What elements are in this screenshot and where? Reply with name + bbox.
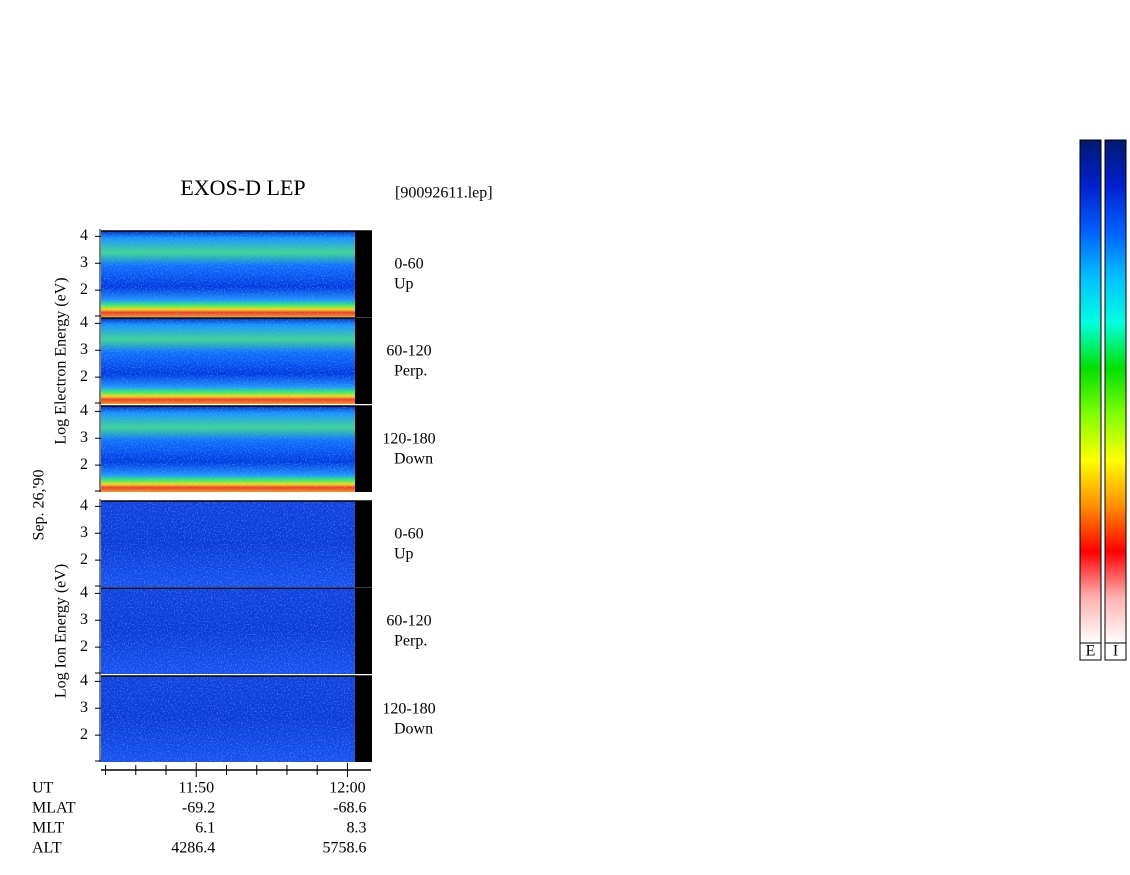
colorbar-label: I [1113, 643, 1118, 660]
y-tick-label: 3 [80, 611, 88, 628]
direction-label: Up [394, 546, 414, 563]
colorbar-label-box [1104, 642, 1127, 661]
angle-label: 120-180 [382, 431, 435, 448]
noise [101, 501, 355, 587]
y-axis-title: Log Electron Energy (eV) [53, 277, 70, 444]
y-axis-title: Log Ion Energy (eV) [53, 564, 70, 698]
y-tick-label: 4 [80, 497, 88, 514]
noise [101, 406, 355, 492]
ephemeris-label: UT [32, 780, 54, 797]
noise [101, 231, 355, 317]
ephemeris-value: 6.1 [195, 820, 215, 837]
chart-title: EXOS-D LEP [180, 175, 305, 200]
y-tick-label: 2 [80, 638, 88, 655]
y-tick-label: 3 [80, 429, 88, 446]
date: Sep. 26,'90 [31, 470, 48, 541]
colorbar-label: E [1086, 643, 1096, 660]
y-tick-label: 3 [80, 699, 88, 716]
noise [101, 676, 355, 762]
noise [101, 318, 355, 404]
data-gap [355, 501, 372, 587]
x-tick-label: 12:00 [329, 780, 365, 797]
x-tick-label: 11:50 [178, 780, 214, 797]
ephemeris-value: 4286.4 [171, 840, 215, 857]
y-tick-label: 2 [80, 368, 88, 385]
angle-label: 60-120 [386, 613, 431, 630]
y-tick-label: 3 [80, 341, 88, 358]
y-tick-label: 3 [80, 524, 88, 541]
noise [101, 588, 355, 674]
ephemeris-label: ALT [32, 840, 62, 857]
data-gap [355, 318, 372, 404]
y-tick-label: 2 [80, 551, 88, 568]
direction-label: Down [394, 721, 433, 738]
colorbar [1079, 139, 1102, 644]
ephemeris-value: 8.3 [346, 820, 366, 837]
y-tick-label: 2 [80, 456, 88, 473]
ephemeris-value: 5758.6 [322, 840, 366, 857]
data-gap [355, 231, 372, 317]
angle-label: 120-180 [382, 701, 435, 718]
y-tick-label: 4 [80, 227, 88, 244]
y-tick-label: 4 [80, 402, 88, 419]
y-tick-label: 4 [80, 584, 88, 601]
direction-label: Up [394, 276, 414, 293]
y-tick-label: 4 [80, 672, 88, 689]
file-name: [90092611.lep] [395, 185, 493, 202]
angle-label: 60-120 [386, 343, 431, 360]
y-tick-label: 3 [80, 254, 88, 271]
y-tick-label: 4 [80, 314, 88, 331]
angle-label: 0-60 [394, 256, 423, 273]
colorbar [1104, 139, 1127, 644]
data-gap [355, 406, 372, 492]
data-gap [355, 676, 372, 762]
direction-label: Down [394, 451, 433, 468]
ephemeris-label: MLAT [32, 800, 76, 817]
ephemeris-value: -69.2 [182, 800, 215, 817]
data-gap [355, 588, 372, 674]
direction-label: Perp. [394, 363, 427, 380]
ephemeris-value: -68.6 [333, 800, 366, 817]
colorbar-label-box [1079, 642, 1102, 661]
ephemeris-label: MLT [32, 820, 65, 837]
angle-label: 0-60 [394, 526, 423, 543]
y-tick-label: 2 [80, 726, 88, 743]
direction-label: Perp. [394, 633, 427, 650]
y-tick-label: 2 [80, 281, 88, 298]
